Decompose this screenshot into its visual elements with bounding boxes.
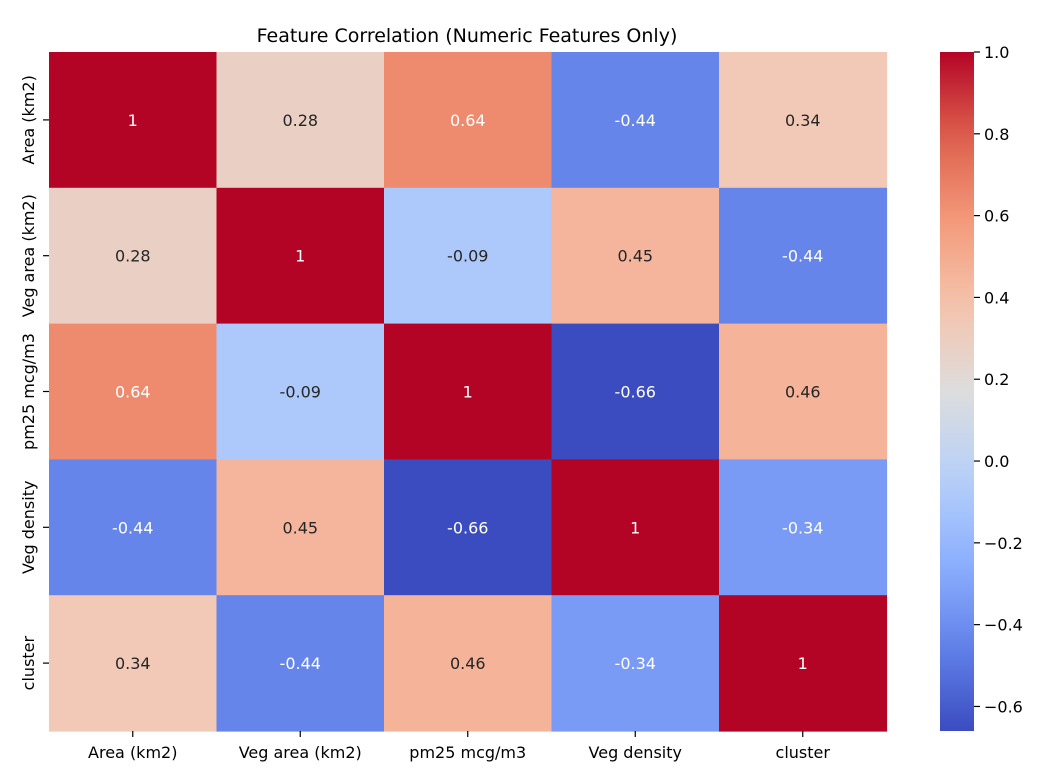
colorbar-tick-label: 0.8 xyxy=(984,125,1009,144)
heatmap-cell-r0-c2 xyxy=(384,52,553,189)
heatmap-cell-r4-c0 xyxy=(49,595,218,732)
cell-annotation-r1-c3: 0.45 xyxy=(617,247,653,266)
x-tick-label: Area (km2) xyxy=(88,743,177,762)
heatmap-cell-r2-c1 xyxy=(216,323,385,460)
y-tick-label: Area (km2) xyxy=(19,75,38,164)
x-tick-label: cluster xyxy=(776,743,831,762)
heatmap-cell-r3-c4 xyxy=(719,459,888,596)
heatmap-cell-r2-c2 xyxy=(384,323,553,460)
heatmap-cell-r2-c0 xyxy=(49,323,218,460)
cell-annotation-r3-c2: -0.66 xyxy=(447,518,488,537)
cell-annotation-r3-c4: -0.34 xyxy=(782,518,823,537)
chart-title: Feature Correlation (Numeric Features On… xyxy=(257,25,678,47)
cell-annotation-r1-c1: 1 xyxy=(295,247,305,266)
y-axis: Area (km2) Veg area (km2) pm25 mcg/m3 Veg d… xyxy=(19,75,49,690)
cell-annotation-r4-c4: 1 xyxy=(798,654,808,673)
cell-annotation-r4-c0: 0.34 xyxy=(115,654,151,673)
heatmap-cell-r3-c0 xyxy=(49,459,218,596)
cell-annotation-r4-c2: 0.46 xyxy=(450,654,486,673)
heatmap-cell-r4-c4 xyxy=(719,595,888,732)
x-tick-label: Veg area (km2) xyxy=(239,743,362,762)
x-tick-label: pm25 mcg/m3 xyxy=(409,743,526,762)
heatmap-cell-r0-c1 xyxy=(216,52,385,189)
heatmap-cell-r3-c1 xyxy=(216,459,385,596)
cell-annotation-r2-c2: 1 xyxy=(463,383,473,402)
heatmap-cell-r2-c3 xyxy=(551,323,720,460)
colorbar-tick-label: 0.0 xyxy=(984,452,1009,471)
cell-annotation-r3-c1: 0.45 xyxy=(282,518,318,537)
heatmap-cell-r1-c0 xyxy=(49,187,218,325)
cell-annotation-r2-c4: 0.46 xyxy=(785,383,821,402)
x-tick-label: Veg density xyxy=(589,743,682,762)
heatmap-cell-r4-c2 xyxy=(384,595,553,732)
colorbar-tick-label: −0.4 xyxy=(984,616,1023,635)
cell-annotation-r0-c4: 0.34 xyxy=(785,111,821,130)
heatmap-cell-r0-c4 xyxy=(719,52,888,189)
cell-annotation-r2-c3: -0.66 xyxy=(615,383,656,402)
colorbar-tick-label: 0.2 xyxy=(984,370,1009,389)
heatmap-annotations: 1 0.28 0.64 -0.44 0.34 0.28 1 -0.09 0.45 -0.44 0.6… xyxy=(112,111,823,673)
colorbar-tick-label: 0.6 xyxy=(984,207,1009,226)
heatmap-cell-r2-c4 xyxy=(719,323,888,460)
cell-annotation-r3-c3: 1 xyxy=(630,518,640,537)
heatmap-cell-r4-c1 xyxy=(216,595,385,732)
cell-annotation-r0-c1: 0.28 xyxy=(282,111,318,130)
colorbar-tick-label: −0.2 xyxy=(984,534,1023,553)
heatmap-cell-r1-c3 xyxy=(551,187,720,325)
y-tick-label: pm25 mcg/m3 xyxy=(19,333,38,450)
x-axis: Area (km2) Veg area (km2) pm25 mcg/m3 Veg d… xyxy=(88,731,830,762)
colorbar-tick-label: −0.6 xyxy=(984,697,1023,716)
cell-annotation-r0-c2: 0.64 xyxy=(450,111,486,130)
heatmap-cells xyxy=(49,52,888,732)
y-tick-label: Veg area (km2) xyxy=(19,194,38,317)
heatmap-cell-r1-c2 xyxy=(384,187,553,325)
cell-annotation-r1-c0: 0.28 xyxy=(115,247,151,266)
cell-annotation-r0-c0: 1 xyxy=(128,111,138,130)
cell-annotation-r2-c1: -0.09 xyxy=(280,383,321,402)
cell-annotation-r2-c0: 0.64 xyxy=(115,383,151,402)
cell-annotation-r1-c2: -0.09 xyxy=(447,247,488,266)
heatmap-cell-r0-c0 xyxy=(49,52,218,189)
heatmap-cell-r3-c2 xyxy=(384,459,553,596)
cell-annotation-r3-c0: -0.44 xyxy=(112,518,153,537)
heatmap-cell-r1-c1 xyxy=(216,187,385,325)
y-tick-label: Veg density xyxy=(19,481,38,574)
heatmap-cell-r1-c4 xyxy=(719,187,888,325)
y-tick-label: cluster xyxy=(19,635,38,690)
colorbar: 1.0 0.8 0.6 0.4 0.2 0.0 −0.2 −0.4 −0.6 xyxy=(940,43,1023,731)
heatmap-cell-r0-c3 xyxy=(551,52,720,189)
cell-annotation-r1-c4: -0.44 xyxy=(782,247,823,266)
cell-annotation-r4-c1: -0.44 xyxy=(280,654,321,673)
colorbar-gradient xyxy=(940,52,974,731)
heatmap-cell-r3-c3 xyxy=(551,459,720,596)
cell-annotation-r4-c3: -0.34 xyxy=(615,654,656,673)
heatmap-cell-r4-c3 xyxy=(551,595,720,732)
cell-annotation-r0-c3: -0.44 xyxy=(615,111,656,130)
colorbar-tick-label: 1.0 xyxy=(984,43,1009,62)
colorbar-tick-label: 0.4 xyxy=(984,288,1009,307)
